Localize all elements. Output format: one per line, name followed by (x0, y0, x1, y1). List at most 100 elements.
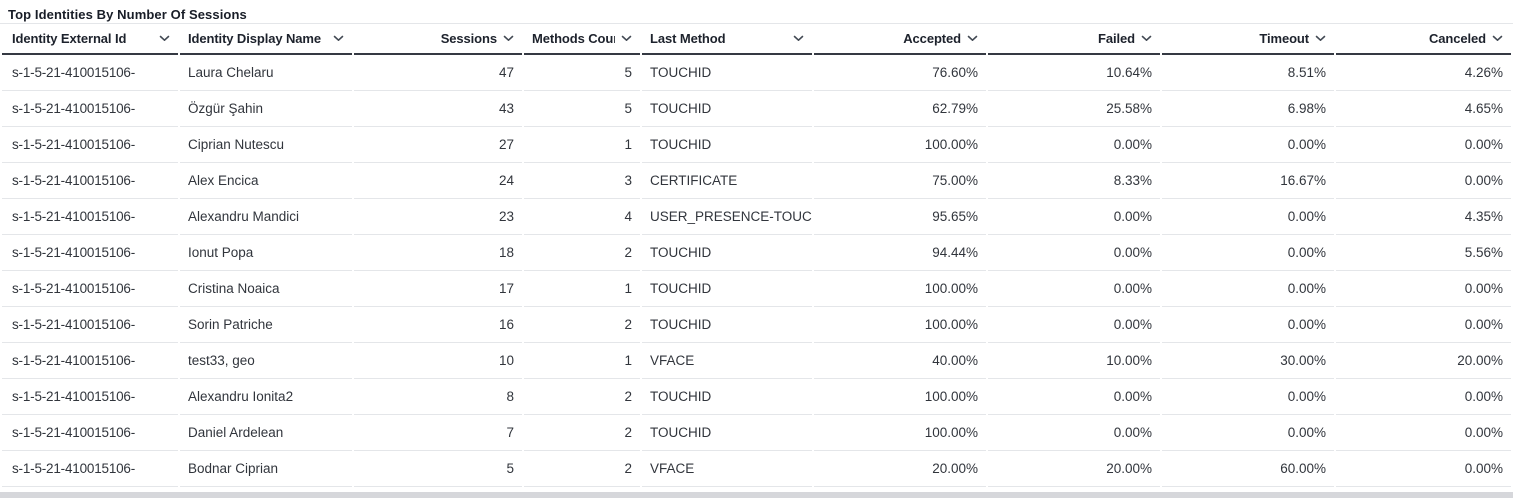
cell-accepted: 100.00% (814, 415, 986, 451)
chevron-down-icon[interactable] (1315, 35, 1326, 42)
chevron-down-icon[interactable] (621, 35, 632, 42)
cell-canceled: 0.00% (1336, 127, 1511, 163)
cell-last-method: TOUCHID (642, 271, 812, 307)
column-header-identity-external-id[interactable]: Identity External Id (2, 24, 178, 55)
column-header-identity-display-name[interactable]: Identity Display Name (180, 24, 352, 55)
cell-methods-count: 1 (524, 271, 640, 307)
cell-accepted: 62.79% (814, 91, 986, 127)
cell-failed: 0.00% (988, 307, 1160, 343)
cell-timeout: 0.00% (1162, 235, 1334, 271)
cell-methods-count: 4 (524, 199, 640, 235)
chevron-down-icon[interactable] (1492, 35, 1503, 42)
cell-timeout: 0.00% (1162, 307, 1334, 343)
cell-timeout: 8.51% (1162, 55, 1334, 91)
cell-external-id: s-1-5-21-410015106- (2, 307, 178, 343)
cell-sessions: 10 (354, 343, 522, 379)
column-header-canceled[interactable]: Canceled (1336, 24, 1511, 55)
cell-failed: 20.00% (988, 451, 1160, 487)
column-header-label: Sessions (440, 31, 497, 46)
cell-last-method: VFACE (642, 343, 812, 379)
cell-external-id: s-1-5-21-410015106- (2, 451, 178, 487)
cell-methods-count: 1 (524, 343, 640, 379)
chevron-down-icon[interactable] (159, 35, 170, 42)
cell-timeout: 6.98% (1162, 91, 1334, 127)
table-header: Identity External Id Identity Display Na… (2, 24, 1511, 55)
cell-last-method: TOUCHID (642, 127, 812, 163)
cell-failed: 25.58% (988, 91, 1160, 127)
identity-row: s-1-5-21-410015106- Alexandru Ionita2 8 2 TO… (2, 379, 1511, 415)
cell-canceled: 0.00% (1336, 379, 1511, 415)
column-header-failed[interactable]: Failed (988, 24, 1160, 55)
panel-title: Top Identities By Number Of Sessions (8, 7, 247, 22)
column-header-timeout[interactable]: Timeout (1162, 24, 1334, 55)
cell-display-name: Daniel Ardelean (180, 415, 352, 451)
cell-display-name: Alex Encica (180, 163, 352, 199)
cell-failed: 0.00% (988, 379, 1160, 415)
cell-canceled: 0.00% (1336, 415, 1511, 451)
identity-row: s-1-5-21-410015106- Daniel Ardelean 7 2 TOUC… (2, 415, 1511, 451)
cell-methods-count: 5 (524, 91, 640, 127)
cell-failed: 0.00% (988, 199, 1160, 235)
cell-sessions: 17 (354, 271, 522, 307)
cell-display-name: Bodnar Ciprian (180, 451, 352, 487)
cell-display-name: Ciprian Nutescu (180, 127, 352, 163)
cell-methods-count: 2 (524, 235, 640, 271)
column-header-label: Identity External Id (12, 31, 127, 46)
identity-row: s-1-5-21-410015106- Cristina Noaica 17 1 TOU… (2, 271, 1511, 307)
cell-accepted: 100.00% (814, 307, 986, 343)
cell-last-method: TOUCHID (642, 307, 812, 343)
identity-row: s-1-5-21-410015106- Alexandru Mandici 23 4 U… (2, 199, 1511, 235)
column-header-label: Accepted (903, 31, 961, 46)
chevron-down-icon[interactable] (793, 35, 804, 42)
cell-failed: 0.00% (988, 127, 1160, 163)
cell-timeout: 30.00% (1162, 343, 1334, 379)
cell-canceled: 4.35% (1336, 199, 1511, 235)
identity-row: s-1-5-21-410015106- Alex Encica 24 3 CERTIFI… (2, 163, 1511, 199)
identity-row: s-1-5-21-410015106- Bodnar Ciprian 5 2 VFACE… (2, 451, 1511, 487)
cell-last-method: TOUCHID (642, 379, 812, 415)
cell-canceled: 0.00% (1336, 307, 1511, 343)
cell-timeout: 0.00% (1162, 199, 1334, 235)
cell-display-name: Ionut Popa (180, 235, 352, 271)
cell-display-name: Alexandru Ionita2 (180, 379, 352, 415)
cell-external-id: s-1-5-21-410015106- (2, 55, 178, 91)
cell-display-name: Sorin Patriche (180, 307, 352, 343)
chevron-down-icon[interactable] (333, 35, 344, 42)
cell-accepted: 95.65% (814, 199, 986, 235)
cell-timeout: 60.00% (1162, 451, 1334, 487)
identity-row: s-1-5-21-410015106- Laura Chelaru 47 5 TOUCH… (2, 55, 1511, 91)
cell-canceled: 4.65% (1336, 91, 1511, 127)
identity-row: s-1-5-21-410015106- Ciprian Nutescu 27 1 TOU… (2, 127, 1511, 163)
cell-methods-count: 2 (524, 307, 640, 343)
cell-accepted: 94.44% (814, 235, 986, 271)
chevron-down-icon[interactable] (967, 35, 978, 42)
cell-display-name: Özgür Şahin (180, 91, 352, 127)
cell-sessions: 16 (354, 307, 522, 343)
column-header-label: Failed (1098, 31, 1135, 46)
identity-row: s-1-5-21-410015106- Özgür Şahin 43 5 TOUCHID… (2, 91, 1511, 127)
cell-accepted: 75.00% (814, 163, 986, 199)
cell-display-name: Alexandru Mandici (180, 199, 352, 235)
identity-row: s-1-5-21-410015106- Ionut Popa 18 2 TOUCHID 9… (2, 235, 1511, 271)
column-header-label: Canceled (1428, 31, 1486, 46)
cell-last-method: TOUCHID (642, 415, 812, 451)
cell-external-id: s-1-5-21-410015106- (2, 379, 178, 415)
column-header-last-method[interactable]: Last Method (642, 24, 812, 55)
cell-failed: 0.00% (988, 271, 1160, 307)
cell-external-id: s-1-5-21-410015106- (2, 163, 178, 199)
cell-failed: 0.00% (988, 235, 1160, 271)
cell-external-id: s-1-5-21-410015106- (2, 91, 178, 127)
cell-canceled: 20.00% (1336, 343, 1511, 379)
column-header-sessions[interactable]: Sessions (354, 24, 522, 55)
horizontal-scrollbar[interactable] (0, 492, 1513, 498)
column-header-methods-count[interactable]: Methods Count (524, 24, 640, 55)
cell-last-method: TOUCHID (642, 55, 812, 91)
cell-canceled: 5.56% (1336, 235, 1511, 271)
column-header-accepted[interactable]: Accepted (814, 24, 986, 55)
cell-display-name: Laura Chelaru (180, 55, 352, 91)
chevron-down-icon[interactable] (503, 35, 514, 42)
chevron-down-icon[interactable] (1141, 35, 1152, 42)
cell-timeout: 0.00% (1162, 415, 1334, 451)
cell-sessions: 5 (354, 451, 522, 487)
column-header-label: Identity Display Name (188, 31, 321, 46)
